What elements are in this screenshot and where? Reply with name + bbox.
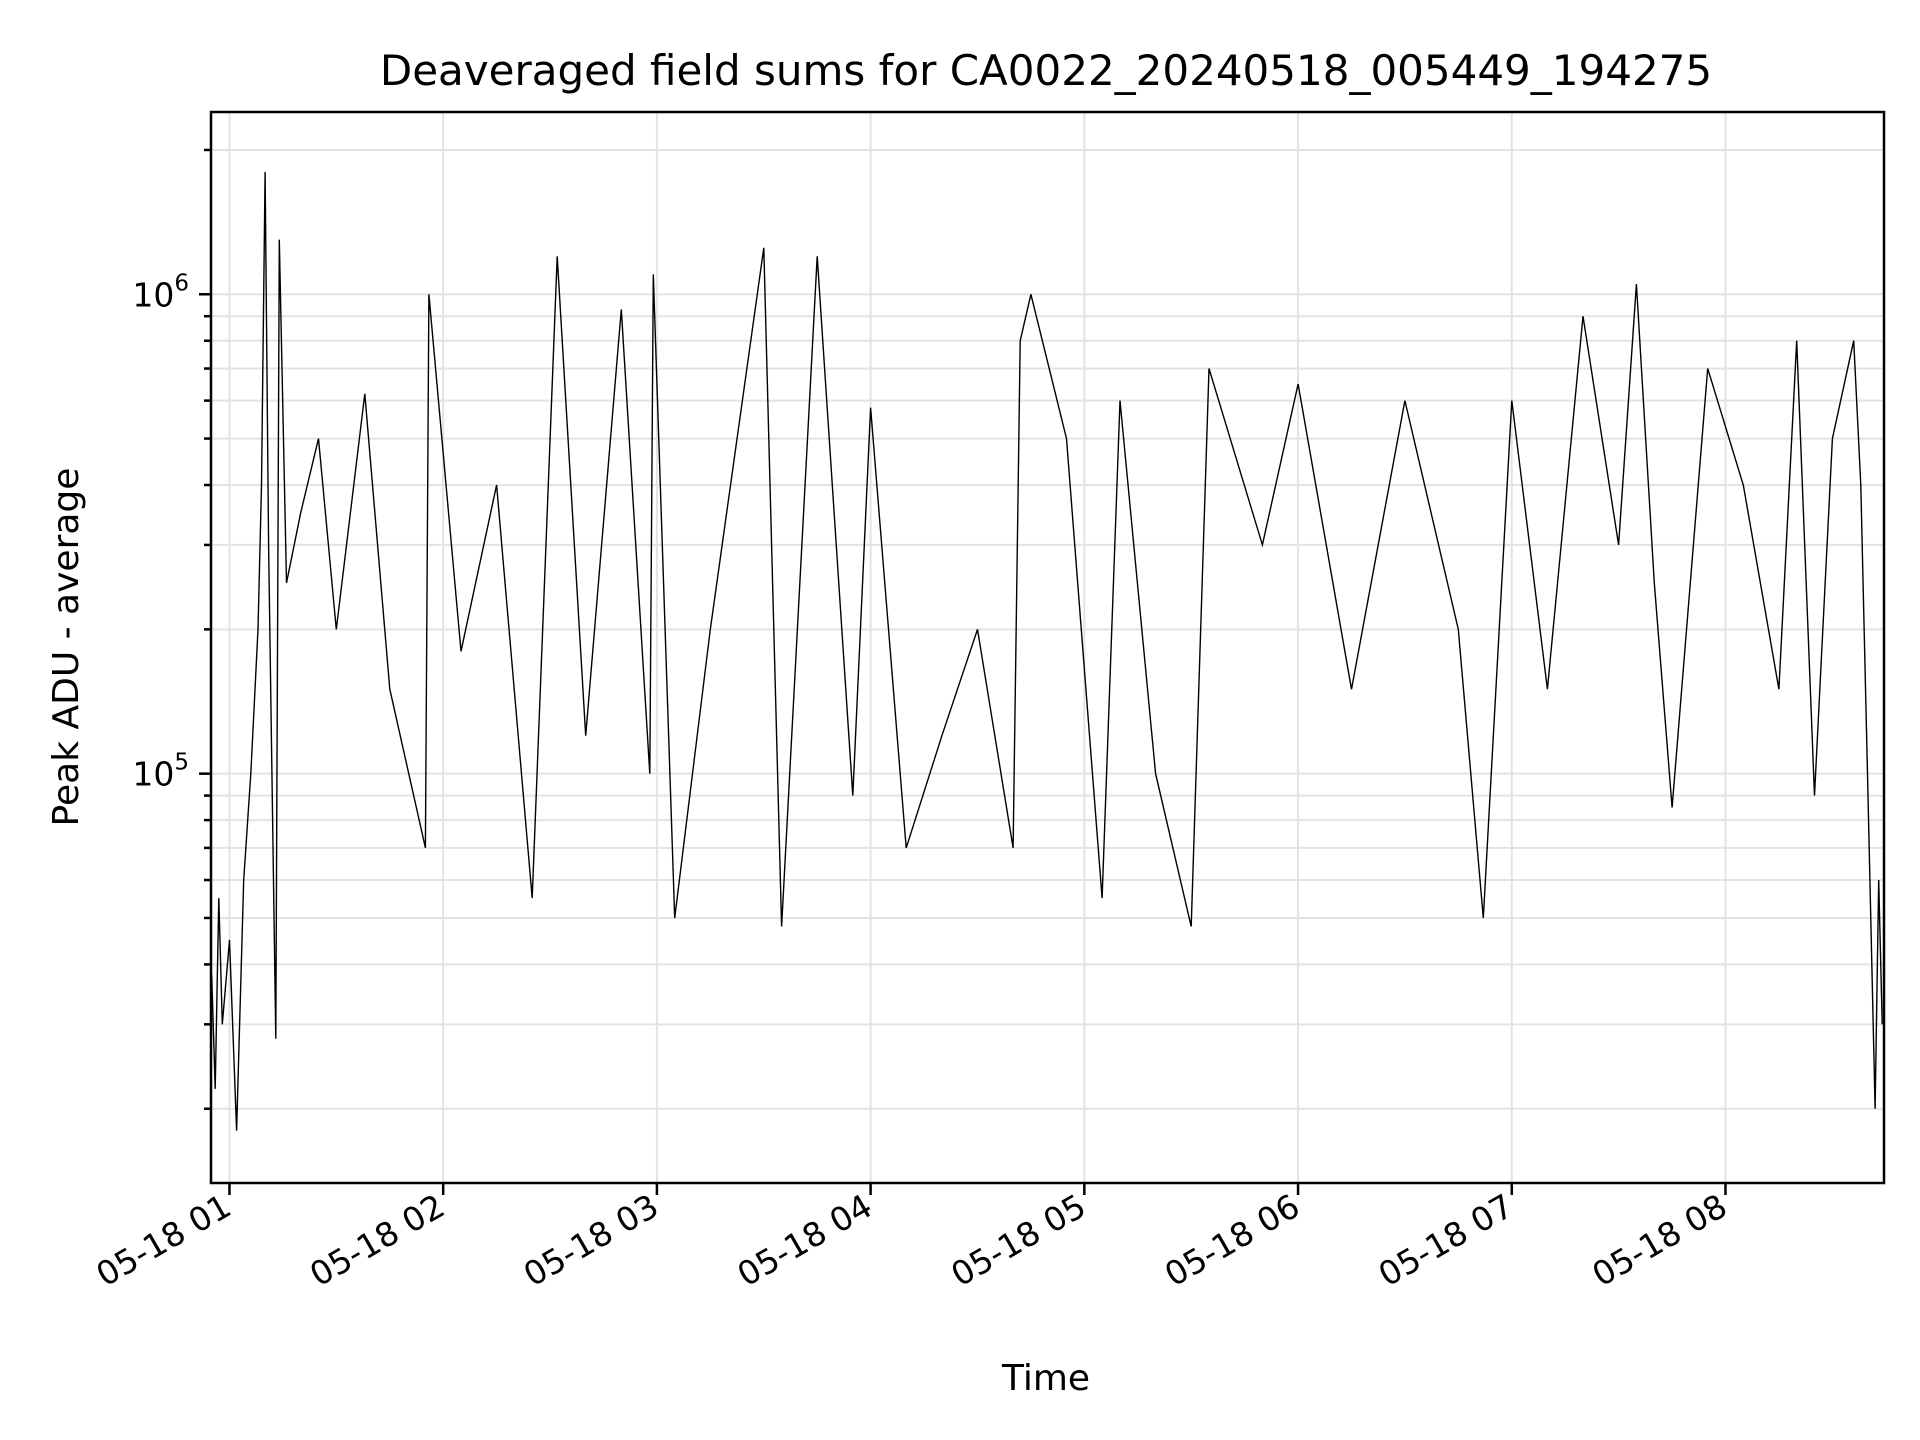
y-axis: 105 106 <box>132 148 211 1110</box>
series-line <box>211 171 1883 1131</box>
chart-title: Deaveraged field sums for CA0022_2024051… <box>380 46 1712 95</box>
plot-area-frame <box>209 110 1886 1185</box>
grid <box>211 112 1884 1183</box>
x-axis-label: Time <box>1001 1358 1090 1399</box>
series-layer <box>211 171 1883 1131</box>
y-tick-label: 105 <box>132 750 189 794</box>
y-tick-label: 106 <box>132 270 189 314</box>
y-axis-label: Peak ADU - average <box>46 468 87 827</box>
